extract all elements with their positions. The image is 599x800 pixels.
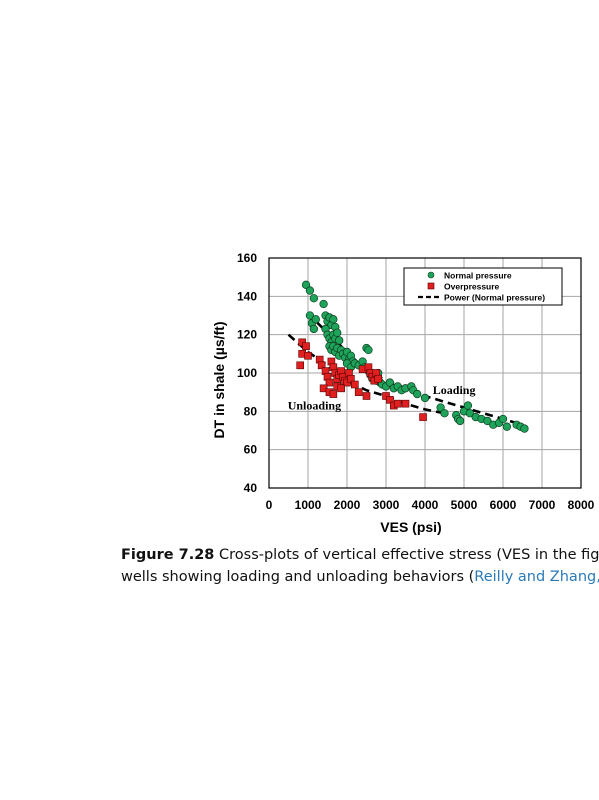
overpressure-point: [362, 392, 371, 400]
annotation-unloading: Unloading: [288, 398, 341, 412]
x-tick-label: 6000: [490, 498, 517, 512]
caption-text-2: wells showing loading and unloading beha…: [121, 569, 475, 585]
normal-pressure-point: [440, 409, 449, 418]
caption-line-2: wells showing loading and unloading beha…: [121, 566, 599, 588]
normal-pressure-point: [333, 328, 342, 337]
x-tick-label: 5000: [451, 498, 478, 512]
normal-pressure-point: [455, 416, 465, 426]
overpressure-point: [298, 338, 306, 347]
y-tick-label: 160: [237, 251, 257, 265]
overpressure-point: [350, 380, 359, 389]
normal-pressure-point: [311, 315, 320, 324]
normal-pressure-point: [335, 336, 344, 345]
overpressure-point: [419, 413, 427, 421]
x-tick-label: 4000: [412, 498, 439, 512]
normal-pressure-point: [385, 378, 395, 387]
normal-pressure-point: [463, 401, 473, 410]
normal-pressure-point: [483, 416, 492, 426]
normal-pressure-point: [329, 315, 338, 324]
normal-pressure-point: [498, 414, 508, 424]
x-tick-label: 8000: [568, 498, 595, 512]
normal-pressure-point: [502, 422, 512, 431]
figure-caption: Figure 7.28 Cross-plots of vertical effe…: [121, 544, 599, 588]
normal-pressure-point: [520, 424, 529, 433]
normal-pressure-point: [420, 393, 430, 403]
x-tick-label: 0: [266, 498, 273, 512]
x-tick-label: 3000: [373, 498, 400, 512]
overpressure-point: [317, 361, 326, 370]
y-tick-label: 100: [237, 366, 257, 380]
overpressure-point: [319, 384, 328, 393]
normal-pressure-point: [305, 286, 315, 295]
normal-pressure-point: [309, 294, 319, 303]
overpressure-point: [382, 392, 390, 400]
y-axis-label: DT in shale (µs/ft): [211, 322, 227, 439]
overpressure-point: [329, 390, 338, 398]
caption-line-1: Figure 7.28 Cross-plots of vertical effe…: [121, 544, 599, 566]
legend-entry: Power (Normal pressure): [444, 293, 545, 303]
legend-swatch-normal: [427, 271, 435, 279]
normal-pressure-point: [364, 345, 373, 355]
overpressure-point: [325, 378, 334, 387]
caption-text: Cross-plots of vertical effective stress…: [219, 547, 599, 563]
overpressure-point: [374, 374, 383, 383]
overpressure-point: [401, 399, 410, 408]
annotation-loading: Loading: [433, 383, 476, 397]
normal-pressure-point: [436, 403, 445, 412]
unloading-trend-line: [287, 333, 445, 415]
legend-swatch-overpressure: [427, 282, 435, 290]
normal-pressure-point: [309, 324, 319, 334]
y-tick-label: 140: [237, 289, 257, 303]
overpressure-point: [347, 374, 355, 383]
overpressure-point: [304, 351, 312, 360]
normal-pressure-point: [465, 409, 475, 418]
normal-pressure-point: [305, 311, 315, 320]
y-tick-label: 80: [244, 404, 258, 418]
overpressure-point: [386, 396, 394, 404]
x-tick-label: 7000: [529, 498, 556, 512]
x-tick-label: 2000: [334, 498, 361, 512]
overpressure-point: [343, 378, 351, 387]
chart: 0 1000 2000 3000 4000 5000 6000 7000 8000 40 60 80 1…: [211, 251, 595, 535]
y-tick-label: 120: [237, 328, 257, 342]
figure-number: Figure 7.28: [121, 547, 215, 563]
y-tick-label: 40: [244, 481, 258, 495]
overpressure-point: [354, 388, 363, 396]
overpressure-point: [337, 384, 345, 393]
x-axis-label: VES (psi): [380, 519, 441, 535]
citation-link[interactable]: Reilly and Zhang, 2: [474, 569, 599, 585]
normal-pressure-point: [319, 299, 328, 309]
legend-entry: Normal pressure: [444, 271, 512, 281]
legend-entry: Overpressure: [444, 282, 500, 292]
overpressure-point: [302, 342, 310, 350]
plot-frame: [268, 257, 582, 489]
normal-pressure-point: [413, 389, 422, 399]
overpressure-point: [393, 399, 402, 408]
x-tick-label: 1000: [295, 498, 322, 512]
normal-pressure-point: [301, 280, 311, 289]
y-tick-label: 60: [244, 443, 258, 457]
overpressure-point: [296, 361, 305, 370]
